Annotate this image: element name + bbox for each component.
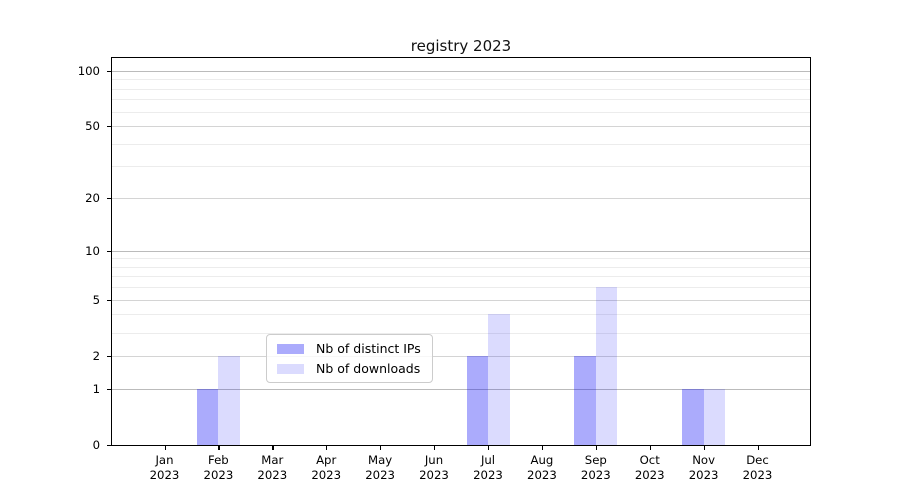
legend-swatch-downloads [277,363,304,374]
y-tick-label-1: 1 [92,381,100,396]
y-tick-label-0: 0 [92,438,100,452]
legend-item: Nb of downloads [277,361,421,376]
bar-nb-of-distinct-ips-nov [682,388,704,445]
x-tick-mark-dec [757,445,759,450]
x-tick-mark-jun [434,445,436,450]
x-tick-label-jan-2023: Jan 2023 [149,453,180,482]
y-axis: 0 1 2 5 10 20 50 100 [0,58,112,451]
legend-swatch-distinct-ips [277,343,304,354]
x-tick-mark-mar [272,445,274,450]
x-axis: Jan 2023 Feb 2023 Mar 2023 Apr 2023 May 2023 Jun 20… [112,445,810,500]
gridline-major-10 [112,250,810,252]
gridline-major-1 [112,388,810,390]
legend-label: Nb of distinct IPs [316,341,421,356]
x-tick-mark-feb [218,445,220,450]
y-tick-label-10: 10 [85,243,100,258]
gridline-major-100 [112,70,810,72]
x-tick-label-apr-2023: Apr 2023 [311,453,342,482]
legend-item: Nb of distinct IPs [277,341,421,356]
gridline-minor-70 [112,99,810,101]
x-tick-label-aug-2023: Aug 2023 [527,453,557,482]
x-tick-label-may-2023: May 2023 [365,453,395,482]
y-tick-label-5: 5 [92,292,100,307]
y-tick-mark-20 [107,198,112,200]
bar-nb-of-distinct-ips-sep [574,355,596,445]
y-tick-mark-10 [107,250,112,252]
gridline-major-50 [112,126,810,127]
plot-area [112,58,810,445]
x-tick-label-mar-2023: Mar 2023 [257,453,288,482]
x-tick-label-nov-2023: Nov 2023 [688,453,719,482]
x-tick-label-jul-2023: Jul 2023 [473,453,503,482]
x-tick-label-dec-2023: Dec 2023 [742,453,773,482]
y-tick-mark-0 [107,445,112,447]
x-tick-label-oct-2023: Oct 2023 [634,453,665,482]
y-tick-mark-100 [107,70,112,72]
bar-nb-of-downloads-feb [218,355,240,445]
legend: Nb of distinct IPs Nb of downloads [266,334,433,383]
gridline-minor-8 [112,266,810,268]
y-tick-label-100: 100 [77,63,100,78]
gridline-minor-7 [112,276,810,278]
bar-nb-of-distinct-ips-feb [196,388,219,445]
gridline-minor-3 [112,332,810,334]
y-tick-mark-50 [107,126,112,128]
gridline-major-20 [112,198,810,199]
y-tick-label-20: 20 [85,191,100,205]
bar-nb-of-downloads-jul [488,314,510,445]
gridline-minor-4 [112,314,810,316]
x-tick-mark-aug [541,445,544,450]
y-tick-mark-5 [107,299,112,301]
gridline-minor-90 [112,79,810,81]
gridline-minor-6 [112,287,810,289]
x-tick-label-jun-2023: Jun 2023 [419,453,449,482]
y-tick-label-2: 2 [92,348,100,363]
gridline-major-5 [112,299,810,301]
y-tick-label-50: 50 [85,119,100,133]
y-tick-mark-2 [107,355,112,358]
x-tick-mark-may [380,445,382,450]
bar-nb-of-distinct-ips-jul [466,355,488,445]
gridline-minor-80 [112,88,810,90]
bar-nb-of-downloads-sep [595,287,618,445]
x-tick-mark-apr [326,445,328,450]
gridline-minor-40 [112,143,810,145]
x-tick-mark-jan [164,445,166,450]
gridline-minor-60 [112,111,810,113]
gridline-minor-9 [112,258,810,260]
gridline-minor-30 [112,166,810,168]
x-tick-label-sep-2023: Sep 2023 [580,453,611,482]
gridline-major-2 [112,355,810,357]
x-tick-mark-oct [649,445,651,450]
x-tick-mark-sep [595,445,598,450]
y-tick-mark-1 [107,388,112,391]
x-tick-mark-jul [488,445,490,450]
legend-label: Nb of downloads [316,361,421,376]
x-tick-label-feb-2023: Feb 2023 [203,453,234,482]
x-tick-mark-nov [703,445,705,450]
bar-nb-of-downloads-nov [703,388,726,445]
chart-title: registry 2023 [410,37,512,55]
